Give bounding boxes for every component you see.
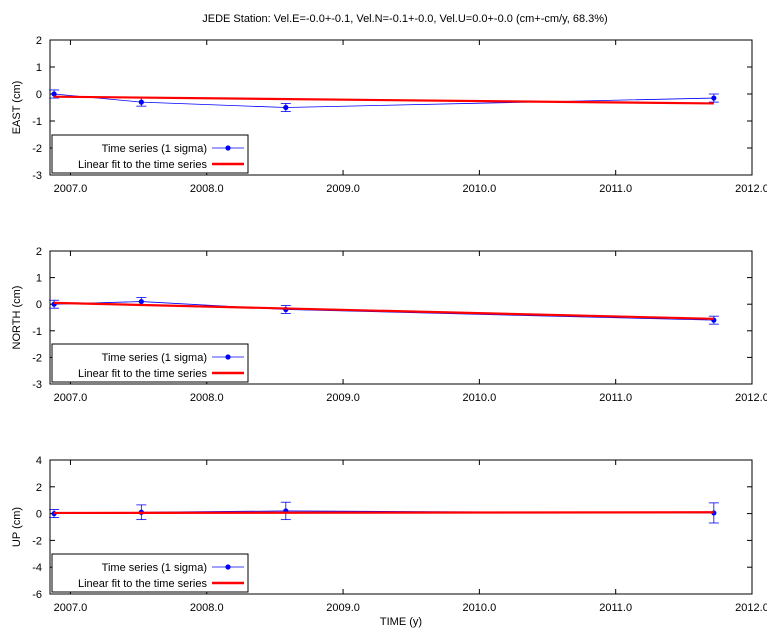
east-x-tick-label: 2010.0 — [463, 183, 497, 195]
up-x-tick-label: 2011.0 — [599, 602, 632, 614]
north-legend-box — [51, 343, 249, 383]
east-x-tick-label: 2008.0 — [190, 183, 224, 195]
north-x-tick-label: 2010.0 — [463, 392, 497, 404]
east-y-tick-label: -1 — [32, 116, 42, 128]
east-y-axis-label: EAST (cm) — [11, 81, 23, 135]
up-panel: -6 -4 -2 0 2 4 2007.0 2008.0 2009.0 2010.0 2011.0 2… — [11, 455, 767, 628]
up-y-axis-label: UP (cm) — [11, 507, 23, 547]
up-x-axis-label: TIME (y) — [380, 616, 422, 628]
up-legend: Time series (1 sigma) Linear fit to the t… — [51, 553, 249, 593]
up-legend-label-time-series: Time series (1 sigma) — [102, 562, 207, 574]
up-legend-label-linear-fit: Linear fit to the time series — [78, 578, 208, 590]
up-y-tick-label: 4 — [36, 455, 42, 467]
east-x-tick-label: 2007.0 — [54, 183, 88, 195]
up-y-tick-label: -6 — [32, 589, 42, 601]
north-legend-marker-time-series — [225, 354, 231, 360]
up-legend-marker-time-series — [225, 564, 231, 570]
east-legend-label-linear-fit: Linear fit to the time series — [78, 159, 208, 171]
north-legend: Time series (1 sigma) Linear fit to the t… — [51, 343, 249, 383]
north-y-tick-label: -2 — [32, 352, 42, 364]
north-linear-fit-line — [54, 301, 714, 320]
up-y-tick-label: 0 — [36, 509, 42, 521]
north-x-tick-label: 2007.0 — [54, 392, 88, 404]
up-x-tick-label: 2012.0 — [735, 602, 767, 614]
up-x-tick-label: 2010.0 — [463, 602, 497, 614]
up-y-tick-label: 2 — [36, 482, 42, 494]
up-y-tick-label: -2 — [32, 535, 42, 547]
east-x-tick-label: 2009.0 — [326, 183, 360, 195]
east-data-point — [283, 104, 289, 111]
north-y-axis-label: NORTH (cm) — [11, 286, 23, 350]
north-y-tick-label: 0 — [36, 299, 42, 311]
north-x-tick-label: 2012.0 — [735, 392, 767, 404]
up-x-tick-label: 2009.0 — [326, 602, 360, 614]
east-linear-fit-line — [54, 95, 714, 105]
north-x-tick-label: 2009.0 — [326, 392, 360, 404]
east-y-tick-label: 2 — [36, 35, 42, 47]
east-y-tick-label: -2 — [32, 143, 42, 155]
up-x-tick-label: 2007.0 — [54, 602, 88, 614]
north-plot-frame — [49, 250, 753, 385]
north-y-tick-label: -3 — [32, 379, 42, 391]
east-legend-marker-time-series — [225, 145, 231, 151]
north-y-tick-label: 1 — [36, 273, 42, 285]
east-data-point — [711, 95, 717, 101]
north-legend-label-time-series: Time series (1 sigma) — [102, 352, 207, 364]
east-panel: -3 -2 -1 0 1 2 2007.0 2008.0 2009.0 2010.0 2011.0 2… — [11, 35, 767, 195]
east-x-tick-label: 2012.0 — [735, 183, 767, 195]
east-data-point — [138, 99, 144, 105]
east-legend-box — [51, 134, 249, 174]
up-x-tick-label: 2008.0 — [190, 602, 224, 614]
up-legend-box — [51, 553, 249, 593]
east-x-tick-label: 2011.0 — [599, 183, 632, 195]
up-plot-frame — [49, 459, 753, 595]
figure-title: JEDE Station: Vel.E=-0.0+-0.1, Vel.N=-0.… — [202, 13, 607, 25]
east-y-tick-label: -3 — [32, 170, 42, 182]
up-y-tick-label: -4 — [32, 562, 42, 574]
north-data-point — [138, 298, 144, 305]
east-y-tick-label: 1 — [36, 62, 42, 74]
north-legend-label-linear-fit: Linear fit to the time series — [78, 368, 208, 380]
east-plot-frame — [49, 39, 753, 176]
east-data-point — [51, 91, 57, 97]
up-linear-fit-line — [54, 511, 714, 515]
east-legend: Time series (1 sigma) Linear fit to the t… — [51, 134, 249, 174]
east-legend-label-time-series: Time series (1 sigma) — [102, 143, 207, 155]
north-y-tick-label: 2 — [36, 246, 42, 258]
north-y-tick-label: -1 — [32, 326, 42, 338]
north-panel: -3 -2 -1 0 1 2 2007.0 2008.0 2009.0 2010.0 2011.0 2… — [11, 246, 767, 404]
north-x-tick-label: 2011.0 — [599, 392, 632, 404]
east-y-tick-label: 0 — [36, 89, 42, 101]
north-x-tick-label: 2008.0 — [190, 392, 224, 404]
